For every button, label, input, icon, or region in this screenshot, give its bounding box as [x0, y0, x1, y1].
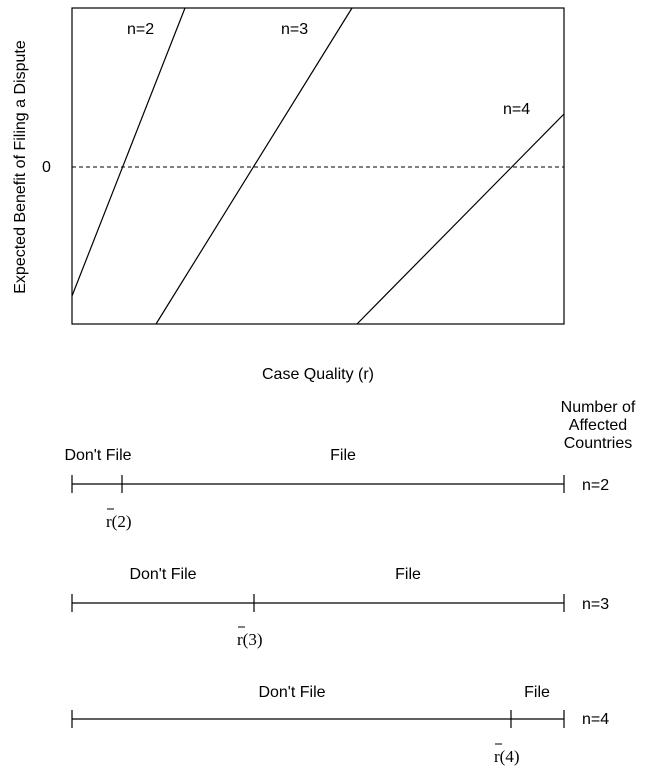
curve-line-n2 [71, 7, 186, 297]
zero-label: 0 [42, 159, 51, 176]
n-label: n=3 [582, 596, 609, 613]
curve-label-n3: n=3 [281, 21, 308, 38]
legend-header-line3: Countries [564, 435, 632, 452]
curve-label-n2: n=2 [127, 21, 154, 38]
right-region-label: File [330, 447, 356, 464]
curve-line-n3 [155, 7, 353, 325]
number-line-n2: Don't File File n=2 r(2) [64, 447, 609, 531]
curve-label-n4: n=4 [503, 101, 530, 118]
x-axis-label: Case Quality (r) [262, 366, 374, 383]
curve-line-n4 [356, 113, 565, 325]
y-axis-label: Expected Benefit of Filing a Dispute [12, 40, 29, 294]
right-region-label: File [524, 684, 550, 701]
threshold-label: r(4) [494, 747, 519, 766]
legend-header-line1: Number of [561, 399, 636, 416]
left-region-label: Don't File [258, 684, 325, 701]
legend-header-line2: Affected [569, 417, 627, 434]
plot-frame [71, 7, 565, 325]
left-region-label: Don't File [129, 566, 196, 583]
n-label: n=4 [582, 711, 609, 728]
threshold-label: r(3) [237, 630, 262, 649]
number-line-n3: Don't File File n=3 r(3) [71, 566, 609, 649]
n-label: n=2 [582, 477, 609, 494]
number-line-n4: Don't File File n=4 r(4) [71, 684, 609, 766]
left-region-label: Don't File [64, 447, 131, 464]
threshold-label: r(2) [106, 512, 131, 531]
right-region-label: File [395, 566, 421, 583]
